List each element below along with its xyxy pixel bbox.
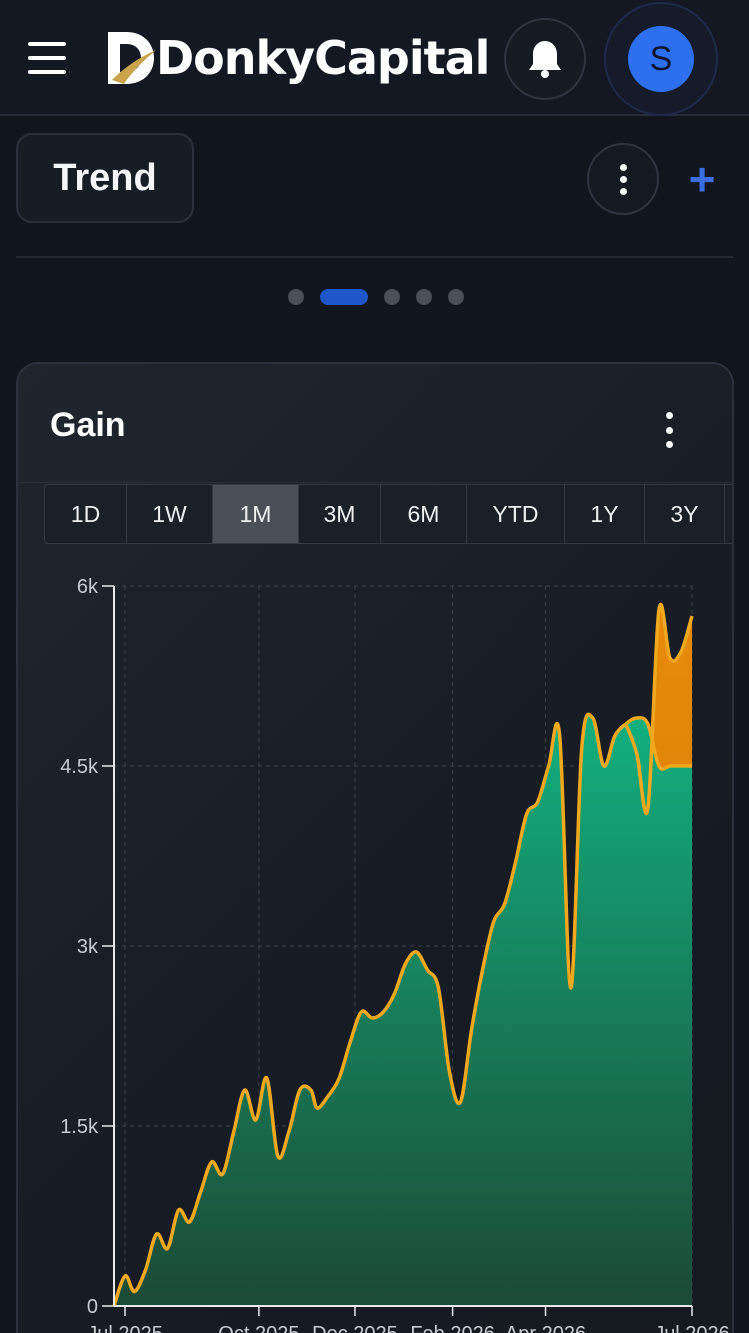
bell-icon <box>529 41 561 78</box>
range-button-1w[interactable]: 1W <box>127 485 213 543</box>
series-line-main <box>112 712 692 1307</box>
divider <box>16 256 733 258</box>
card-title: Gain <box>50 406 126 444</box>
range-button-1d[interactable]: 1D <box>45 485 127 543</box>
brand-name: DonkyCapital <box>156 31 490 85</box>
range-button-1m[interactable]: 1M <box>213 485 299 543</box>
y-tick-label: 0 <box>87 1296 98 1318</box>
x-tick-label: Jul 2026 <box>654 1323 730 1333</box>
page-dot[interactable] <box>416 289 432 305</box>
brand-logo[interactable]: DonkyCapital <box>102 22 490 94</box>
y-tick-label: 6k <box>77 576 99 598</box>
page-dot[interactable] <box>288 289 304 305</box>
page-dot[interactable] <box>448 289 464 305</box>
card-divider <box>18 482 732 483</box>
page-indicator <box>288 289 480 305</box>
top-app-bar: DonkyCapital S <box>0 0 749 116</box>
more-options-icon[interactable] <box>587 143 659 215</box>
notifications-button[interactable] <box>504 18 586 100</box>
y-tick-label: 3k <box>77 936 99 958</box>
x-tick-label: Dec 2025 <box>312 1323 398 1333</box>
series-area-main <box>114 714 692 1306</box>
page-dot[interactable] <box>384 289 400 305</box>
card-more-options-icon[interactable] <box>658 412 680 448</box>
x-tick-label: Jul 2025 <box>87 1323 163 1333</box>
range-button-3m[interactable]: 3M <box>299 485 381 543</box>
range-button-3y[interactable]: 3Y <box>645 485 725 543</box>
range-button-1y[interactable]: 1Y <box>565 485 645 543</box>
x-tick-label: Oct 2025 <box>218 1323 299 1333</box>
gain-chart: 0 1.5k 3k 4.5k 6k Jul 2025 Oct 2025 Dec 2025 Feb… <box>60 576 730 1333</box>
hamburger-menu-icon[interactable] <box>28 42 68 74</box>
add-widget-button[interactable]: + <box>688 153 716 205</box>
range-button-6m[interactable]: 6M <box>381 485 467 543</box>
range-button-ytd[interactable]: YTD <box>467 485 565 543</box>
y-tick-label: 4.5k <box>60 756 99 778</box>
avatar: S <box>628 26 694 92</box>
tab-trend[interactable]: Trend <box>16 133 194 223</box>
time-range-selector: 1D 1W 1M 3M 6M YTD 1Y 3Y <box>44 484 732 544</box>
series-line-secondary <box>624 602 694 815</box>
x-tick-label: Apr 2026 <box>505 1323 586 1333</box>
logo-d-mark-icon <box>108 32 156 84</box>
user-avatar-button[interactable]: S <box>604 2 718 116</box>
x-tick-label: Feb 2026 <box>410 1323 495 1333</box>
y-tick-label: 1.5k <box>60 1116 99 1138</box>
page-dot[interactable] <box>320 289 368 305</box>
